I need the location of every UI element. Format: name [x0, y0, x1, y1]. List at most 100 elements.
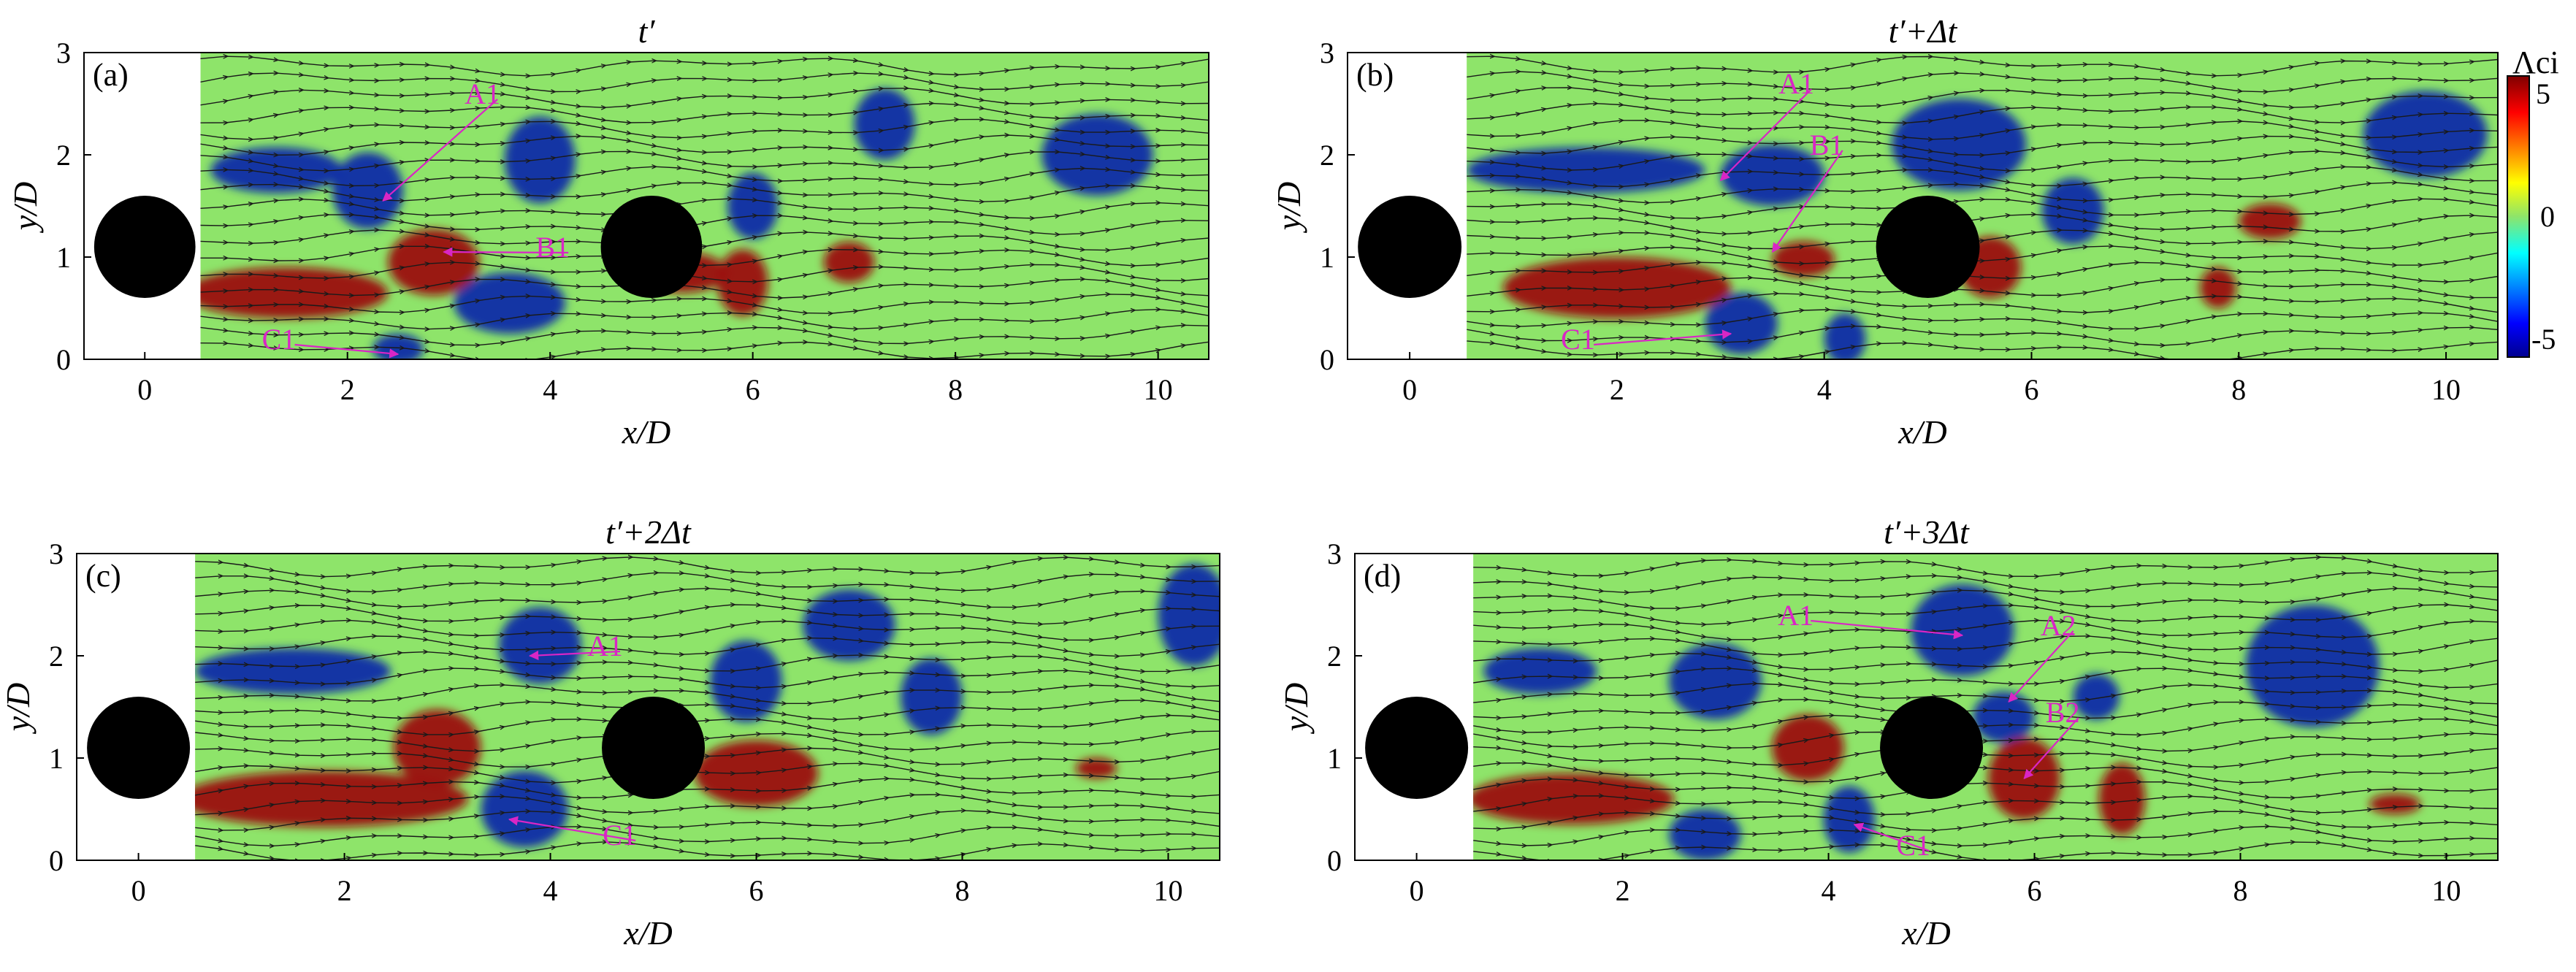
annotation-arrow — [1811, 619, 1964, 640]
annotation-label-A2: A2 — [2041, 609, 2076, 642]
x-tick-label: 4 — [543, 874, 558, 907]
y-tick-label: 0 — [1327, 844, 1342, 877]
x-tick-label: 4 — [1822, 874, 1836, 907]
annotation-arrow — [508, 816, 636, 842]
cylinder-0 — [93, 196, 196, 298]
negative-vortex-0 — [195, 648, 391, 694]
x-tick-label: 8 — [955, 874, 970, 907]
y-tick-label: 3 — [1327, 537, 1342, 570]
annotation-label-C1: C1 — [262, 323, 297, 356]
x-tick-label: 6 — [2027, 874, 2042, 907]
streamline — [1467, 278, 2498, 297]
annotation-arrow — [2023, 717, 2079, 779]
annotation-arrow — [529, 650, 621, 661]
panel-time-title: t′+Δt — [1889, 12, 1958, 50]
cylinder-0 — [1365, 697, 1469, 799]
panel-a: A1 B1 C1 0 2 4 6 8 10 0 1 2 3 x/D y/D (a) t′ — [7, 12, 1209, 451]
panel-d: A1 A2 B2 C1 0 2 4 6 8 10 0 1 2 3 x/D y/D (d) t′+3Δt — [1277, 513, 2499, 952]
streamline — [1467, 294, 2498, 313]
negative-vortex-2 — [1911, 584, 2014, 676]
y-axis-label: y/D — [1270, 182, 1307, 233]
y-tick-label: 2 — [56, 139, 71, 172]
colorbar-title: Λci — [2512, 45, 2559, 80]
colorbar-tick-0: 0 — [2540, 200, 2555, 233]
annotation-label-C1: C1 — [1561, 323, 1595, 356]
streamline — [200, 56, 1209, 76]
streamline — [195, 811, 1220, 830]
annotation-label-A1: A1 — [587, 629, 623, 662]
x-tick-label: 2 — [340, 373, 355, 406]
x-tick-label: 8 — [2231, 373, 2246, 406]
positive-vortex-12 — [2369, 794, 2421, 814]
streamline — [1467, 310, 2498, 329]
annotation-label-C1: C1 — [603, 819, 637, 852]
annotation-arrow — [1853, 822, 1930, 852]
panel-letter: (c) — [85, 558, 121, 594]
y-tick-label: 1 — [1320, 241, 1334, 274]
panel-letter: (b) — [1356, 57, 1394, 93]
negative-vortex-6 — [1823, 786, 1876, 853]
colorbar: Λci 5 0 -5 — [2507, 45, 2559, 358]
y-axis-label: y/D — [1277, 683, 1315, 734]
streamlines — [200, 56, 1209, 359]
x-tick-label: 10 — [1154, 874, 1183, 907]
panel-time-title: t′ — [638, 12, 656, 50]
streamline — [1467, 326, 2498, 345]
annotation-label-B1: B1 — [1810, 129, 1844, 161]
streamline — [1473, 684, 2498, 704]
x-tick-label: 0 — [1410, 874, 1424, 907]
x-tick-label: 2 — [1616, 874, 1630, 907]
streamline — [200, 88, 1209, 108]
cylinder-1 — [1880, 697, 1984, 799]
annotation-label-B1: B1 — [535, 231, 570, 264]
negative-vortex-0 — [1483, 648, 1597, 694]
y-tick-label: 3 — [1320, 37, 1334, 69]
streamline — [1467, 341, 2498, 359]
cylinder-1 — [1876, 196, 1980, 298]
streamline — [195, 795, 1220, 815]
streamline — [195, 731, 1220, 751]
negative-vortex-5 — [1669, 809, 1741, 860]
annotation-label-B2: B2 — [2046, 696, 2080, 729]
colorbar-tick-neg5: -5 — [2531, 323, 2556, 356]
x-tick-label: 0 — [131, 874, 146, 907]
streamlines — [1467, 56, 2498, 359]
y-tick-label: 1 — [49, 742, 64, 775]
panel-time-title: t′+3Δt — [1884, 513, 1970, 551]
y-tick-label: 3 — [49, 537, 64, 570]
x-tick-label: 0 — [1402, 373, 1417, 406]
streamline — [195, 749, 1220, 768]
annotation-arrow — [2008, 630, 2074, 703]
streamline — [200, 325, 1209, 345]
negative-vortex-3 — [2041, 177, 2104, 245]
x-axis-label: x/D — [623, 914, 672, 952]
x-tick-label: 8 — [948, 373, 963, 406]
positive-vortex-11 — [2239, 203, 2301, 240]
streamline — [1473, 716, 2498, 735]
x-axis-label: x/D — [622, 413, 670, 451]
x-tick-label: 8 — [2233, 874, 2248, 907]
x-tick-label: 0 — [137, 373, 152, 406]
positive-vortex-7 — [1502, 257, 1731, 318]
colorbar-tick-5: 5 — [2536, 77, 2550, 110]
positive-vortex-9 — [1772, 714, 1844, 781]
negative-vortex-5 — [1042, 114, 1153, 196]
annotation-label-C1: C1 — [1896, 829, 1930, 862]
x-axis-label: x/D — [1901, 914, 1950, 952]
streamline — [1473, 557, 2498, 576]
x-tick-label: 6 — [746, 373, 760, 406]
annotation-arrow — [382, 99, 498, 202]
streamline — [195, 778, 1220, 797]
x-tick-label: 2 — [1610, 373, 1624, 406]
y-tick-label: 3 — [56, 37, 71, 69]
negative-vortex-2 — [1891, 99, 2027, 191]
y-tick-label: 0 — [56, 343, 71, 376]
x-axis-label: x/D — [1897, 413, 1946, 451]
negative-vortex-4 — [802, 589, 895, 661]
annotation-arrow — [1594, 329, 1732, 346]
panel-time-title: t′+2Δt — [605, 513, 692, 551]
panel-letter: (a) — [93, 57, 129, 93]
panel-letter: (d) — [1364, 558, 1401, 594]
y-tick-label: 2 — [1327, 640, 1342, 673]
